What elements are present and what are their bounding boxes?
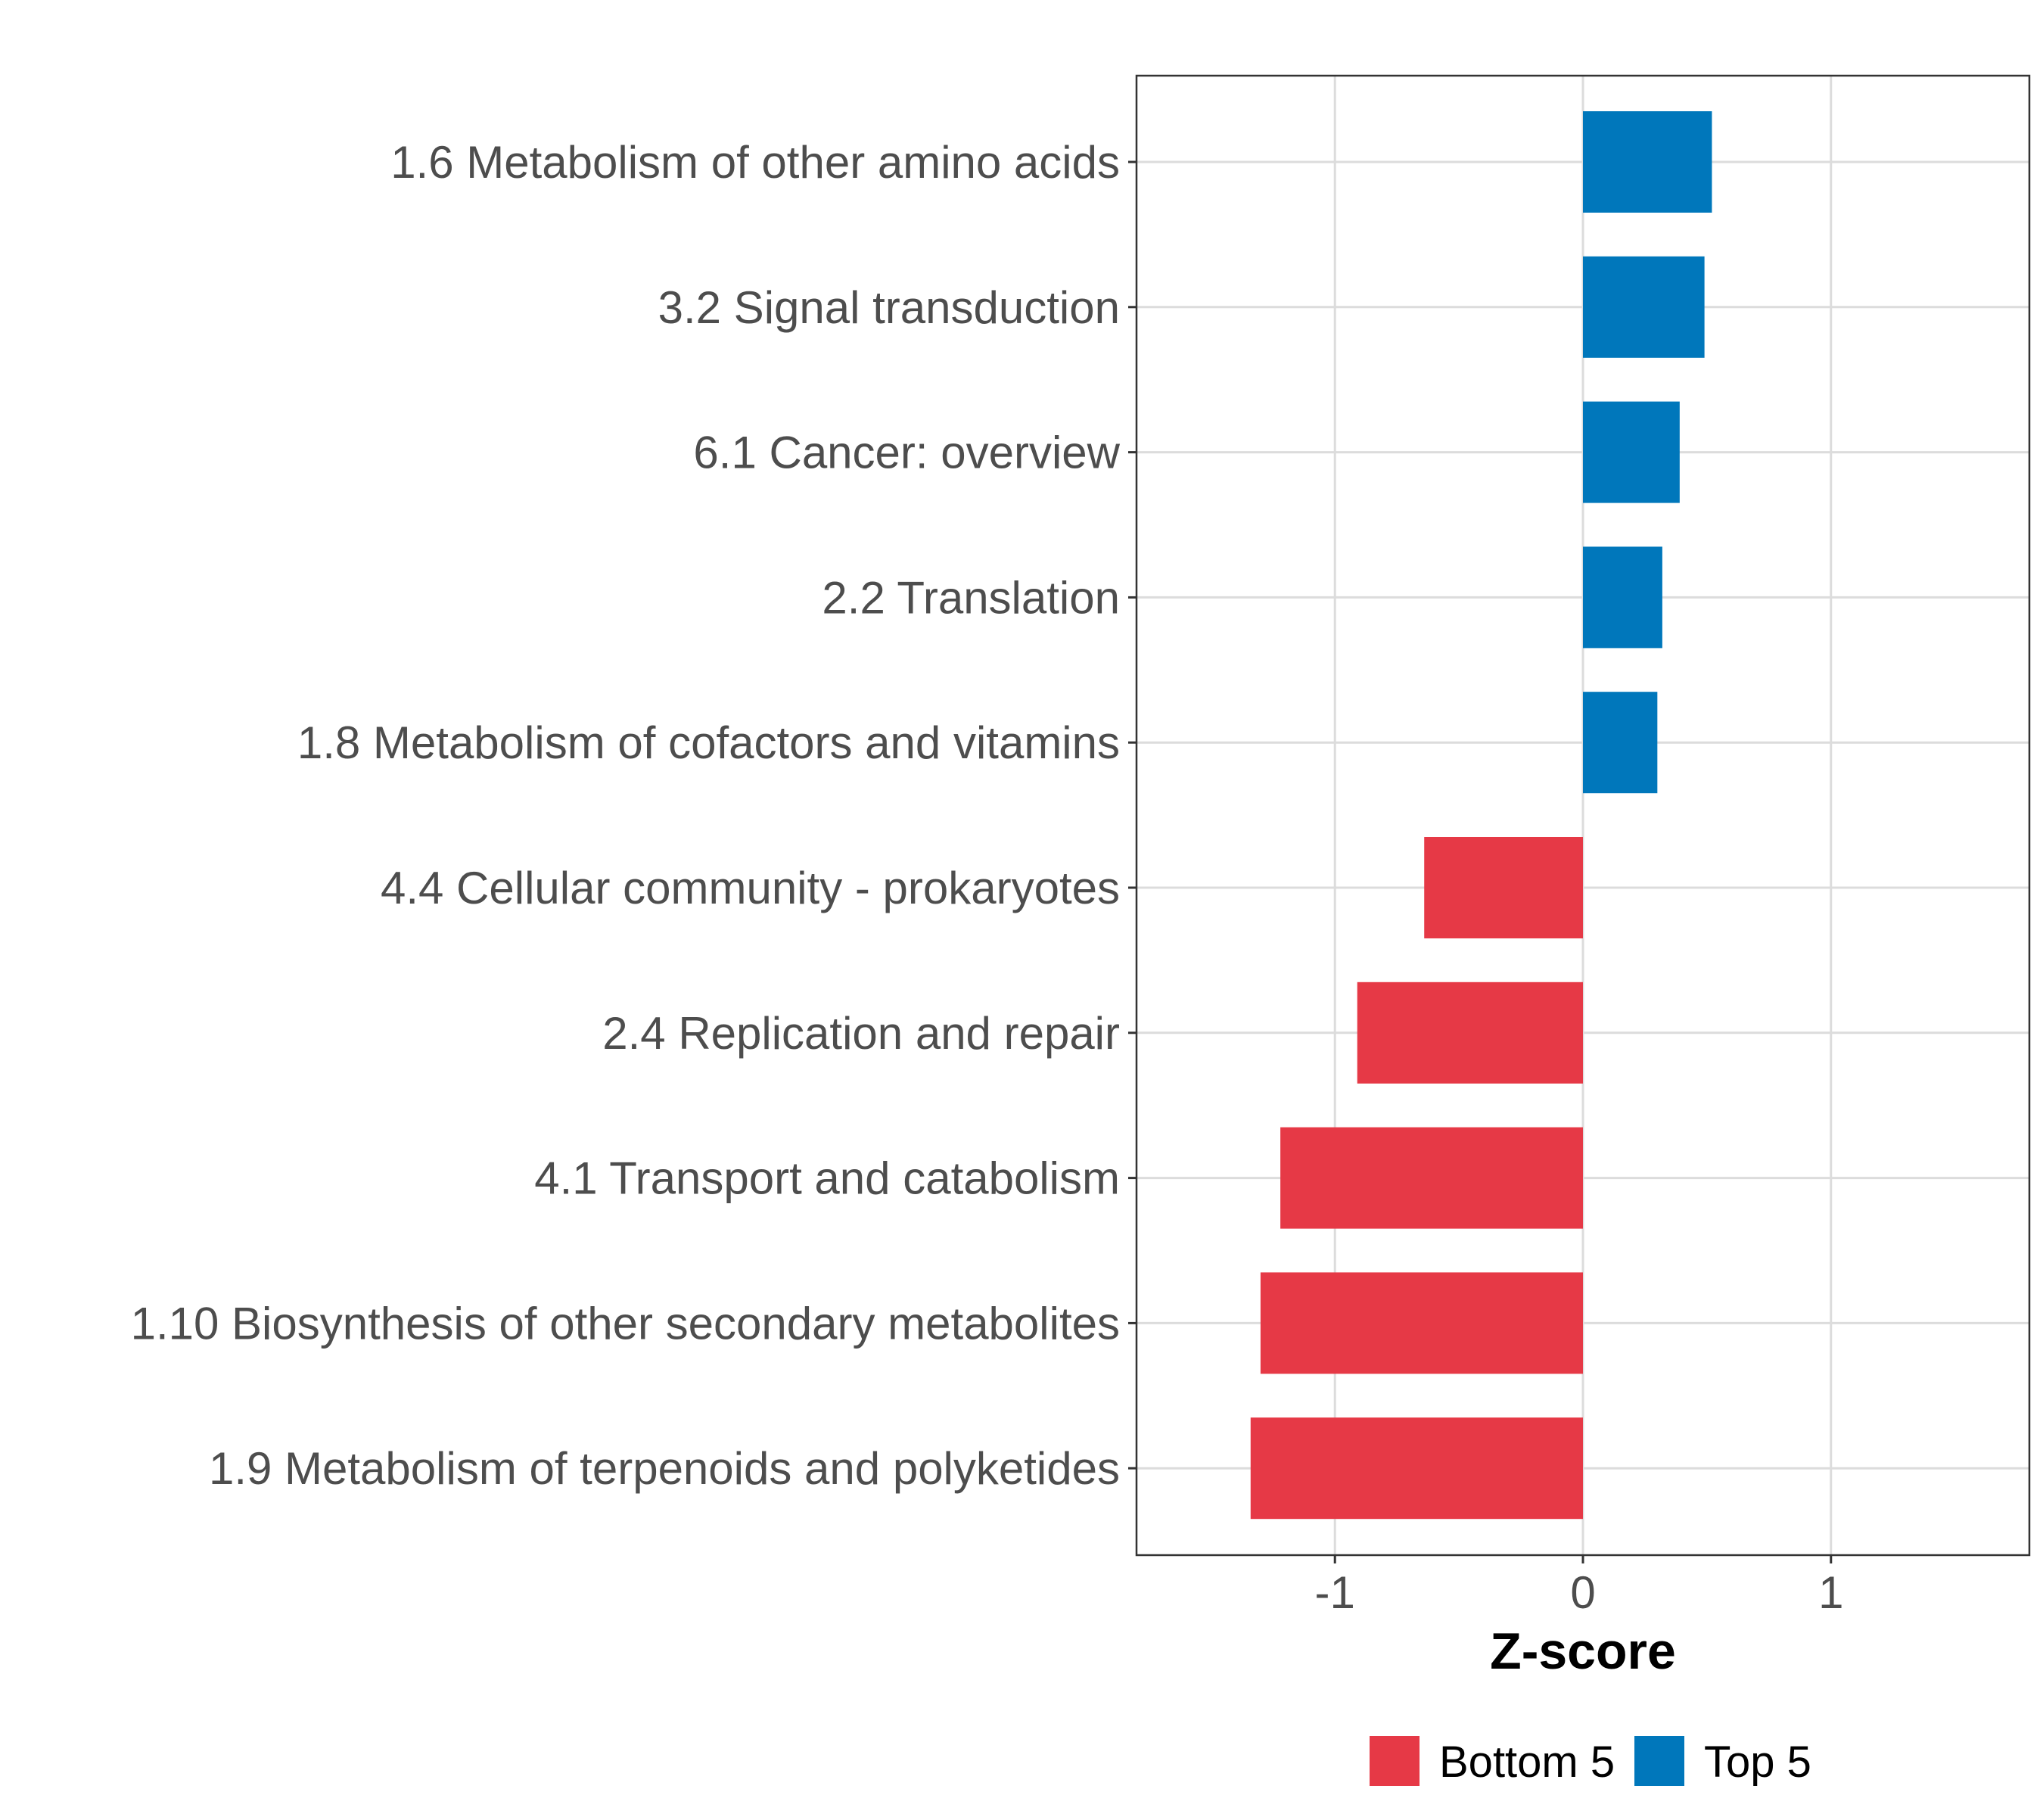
bar-2 <box>1583 256 1705 358</box>
legend-key-1 <box>1370 1736 1420 1786</box>
y-tick-label: 2.2 Translation <box>822 572 1120 623</box>
legend-label-1: Bottom 5 <box>1439 1738 1615 1787</box>
y-tick-label: 3.2 Signal transduction <box>658 282 1120 333</box>
x-axis: -1 0 1 <box>1315 1555 1843 1618</box>
legend-key-2 <box>1634 1736 1684 1786</box>
y-tick-label: 4.1 Transport and catabolism <box>534 1153 1120 1204</box>
x-tick-label: 1 <box>1818 1567 1843 1618</box>
x-axis-title: Z-score <box>1490 1622 1676 1680</box>
legend: Bottom 5 Top 5 <box>1370 1736 1811 1787</box>
bar-5 <box>1583 692 1658 794</box>
y-tick-label: 1.6 Metabolism of other amino acids <box>390 137 1120 188</box>
y-tick-label: 1.9 Metabolism of terpenoids and polyket… <box>209 1443 1120 1494</box>
y-axis: 1.6 Metabolism of other amino acids 3.2 S… <box>131 137 1137 1494</box>
x-tick-label: -1 <box>1315 1567 1355 1618</box>
bar-4 <box>1583 546 1662 649</box>
bars <box>1250 111 1712 1520</box>
bar-3 <box>1583 401 1680 503</box>
y-tick-label: 1.10 Biosynthesis of other secondary met… <box>131 1298 1120 1349</box>
bar-6 <box>1424 837 1583 938</box>
y-tick-label: 6.1 Cancer: overview <box>693 428 1120 478</box>
bar-7 <box>1357 982 1583 1084</box>
bar-10 <box>1250 1417 1583 1520</box>
legend-label-2: Top 5 <box>1704 1738 1811 1787</box>
y-tick-label: 4.4 Cellular community - prokaryotes <box>381 863 1120 913</box>
y-tick-label: 1.8 Metabolism of cofactors and vitamins <box>297 717 1120 768</box>
x-tick-label: 0 <box>1570 1567 1595 1618</box>
y-tick-label: 2.4 Replication and repair <box>602 1008 1120 1059</box>
bar-8 <box>1280 1127 1583 1229</box>
bar-9 <box>1260 1272 1583 1374</box>
bar-1 <box>1583 111 1712 213</box>
